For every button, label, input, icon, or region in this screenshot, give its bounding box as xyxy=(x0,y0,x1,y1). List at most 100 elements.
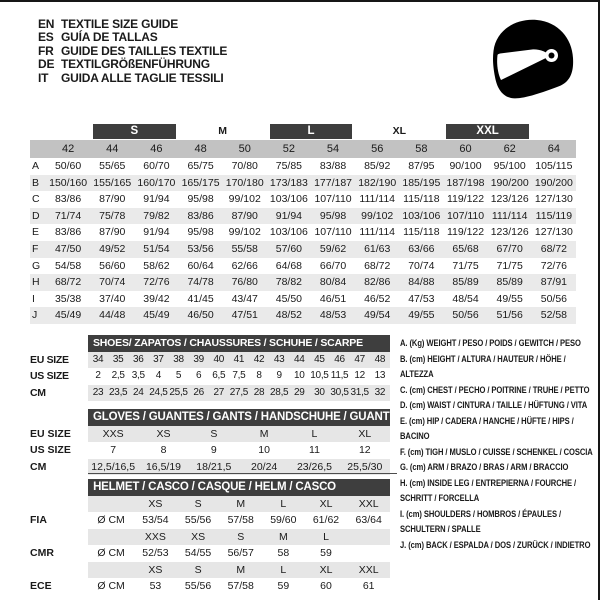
size-value: 11 xyxy=(309,444,320,457)
measure-value: 46/52 xyxy=(364,292,391,305)
measure-value: 99/102 xyxy=(228,193,261,206)
size-value: 36 xyxy=(128,352,149,369)
size-value: 25,5/30 xyxy=(339,458,390,476)
measure-value: 90/100 xyxy=(449,160,482,172)
helmet-size-label: S xyxy=(219,528,263,546)
measure-value: 46/51 xyxy=(319,292,347,305)
size-value: 6 xyxy=(196,370,202,382)
measure-value: 115/119 xyxy=(531,207,576,225)
size-value: 3,5 xyxy=(131,370,145,382)
measure-value: 123/126 xyxy=(490,226,529,239)
row-label: CM xyxy=(30,460,47,473)
measure-value: 71/74 xyxy=(46,207,91,225)
size-value: M xyxy=(238,426,290,443)
helmet-size-table: HELMET / CASCO / CASQUE / HELM / CASCO XS… xyxy=(30,479,390,594)
measure-value: 44/48 xyxy=(90,307,135,324)
lang-line-fr: FR GUIDE DES TAILLES TEXTILE xyxy=(38,43,227,58)
measure-value: 160/170 xyxy=(134,174,179,192)
size-value: 10 xyxy=(258,444,270,457)
measure-value: 58/62 xyxy=(143,259,170,272)
measure-value: 78/82 xyxy=(266,274,311,291)
measure-value: 173/183 xyxy=(266,174,311,192)
gloves-table-title: GLOVES / GUANTES / GANTS / HANDSCHUHE / … xyxy=(88,409,390,426)
sizes-prefix-spacer xyxy=(88,528,135,546)
measure-value: 190/200 xyxy=(531,174,576,192)
legend-item-a: A. (Kg) WEIGHT / PESO / POIDS / GEWITCH … xyxy=(400,338,581,349)
measure-row-B: B 150/160 155/165 160/170 165/175 170/180 173/… xyxy=(30,174,576,192)
measure-value: 103/106 xyxy=(269,226,308,239)
size-value: 5 xyxy=(175,370,182,382)
measure-value: 83/86 xyxy=(54,226,82,239)
measure-value: 107/110 xyxy=(443,207,488,225)
measure-value: 66/70 xyxy=(319,259,347,272)
size-value: 29 xyxy=(289,384,310,402)
size-value: 37 xyxy=(148,352,169,369)
measure-row-letter: G xyxy=(32,259,41,272)
size-value: 44 xyxy=(289,352,310,369)
measure-value: 95/100 xyxy=(493,160,526,172)
lang-line-es: ES GUÍA DE TALLAS xyxy=(38,30,227,44)
measure-value: 87/91 xyxy=(531,274,576,291)
section-divider-line xyxy=(88,473,397,474)
helmet-size-value: 57/58 xyxy=(227,580,254,593)
measure-value: 87/90 xyxy=(99,226,126,239)
size-value: 30,5 xyxy=(329,384,350,402)
helmet-header-row: HELMET / CASCO / CASQUE / HELM / CASCO xyxy=(30,479,390,496)
size-number: 42 xyxy=(46,140,91,158)
measure-value: 61/63 xyxy=(355,240,400,258)
helmet-size-value: 53/54 xyxy=(142,514,169,527)
lang-code: FR xyxy=(38,43,54,58)
size-value: 40 xyxy=(208,352,229,369)
size-value: 12 xyxy=(358,444,371,457)
size-group-xxl: XXL xyxy=(443,123,532,140)
measure-value: 60/64 xyxy=(187,259,214,272)
helmet-sizes-row-fia: XS S M L XL XXL xyxy=(30,496,390,513)
measure-value: 99/102 xyxy=(355,207,400,225)
helmet-size-value: 56/57 xyxy=(227,547,254,560)
measure-value: 91/94 xyxy=(266,207,311,225)
helmet-size-value: 55/56 xyxy=(184,580,212,593)
size-value: 25,5 xyxy=(168,384,189,402)
size-value: 2,5 xyxy=(111,370,125,382)
shoes-table-header-row: SHOES/ ZAPATOS / CHAUSSURES / SCHUHE / S… xyxy=(30,335,391,352)
measure-value: 68/72 xyxy=(531,240,576,258)
racing-helmet-icon xyxy=(493,19,574,99)
measure-value: 95/98 xyxy=(187,226,214,239)
group-spacer xyxy=(30,123,91,140)
size-value: 43 xyxy=(269,352,290,369)
row-label: US SIZE xyxy=(30,370,69,383)
size-number: 46 xyxy=(134,140,179,158)
size-value: 46 xyxy=(329,352,350,369)
size-value: 23 xyxy=(88,384,109,402)
size-value: 41 xyxy=(228,352,249,369)
measure-value: 45/50 xyxy=(275,292,303,305)
measure-value: 123/126 xyxy=(490,193,529,206)
measure-row-I: I 35/38 37/40 39/42 41/45 43/47 45/50 46/51 46/5… xyxy=(30,291,576,308)
measure-value: 47/53 xyxy=(408,292,435,305)
measure-value: 56/60 xyxy=(99,259,126,272)
helmet-values-row-fia: FIA Ø CM 53/54 55/56 57/58 59/60 61/62 63/64 xyxy=(30,512,390,528)
measure-row-F: F 47/50 49/52 51/54 53/56 55/58 57/60 59/62 61/6… xyxy=(30,240,576,258)
measure-value: 46/50 xyxy=(178,307,223,324)
size-number: 48 xyxy=(178,140,223,158)
standard-label: ECE xyxy=(30,580,52,593)
measure-value: 85/92 xyxy=(364,160,391,172)
helmet-size-value: 61 xyxy=(362,580,375,593)
size-value: 9 xyxy=(210,444,217,457)
standard-label: FIA xyxy=(30,514,47,527)
measure-row-letter: C xyxy=(32,193,40,206)
measure-value: 80/84 xyxy=(310,274,356,291)
legend-item-i: I. (cm) SHOULDERS / HOMBROS / ÉPAULES / … xyxy=(400,508,562,536)
size-value: 38 xyxy=(168,352,189,369)
measure-value: 190/200 xyxy=(487,174,532,192)
measure-value: 85/89 xyxy=(487,274,532,291)
textile-size-table: S M L XL XXL 42 44 46 48 50 52 54 56 58 60 62 64 A 50/60 55… xyxy=(30,123,576,324)
helmet-size-label: L xyxy=(304,528,348,546)
measure-value: 95/98 xyxy=(310,207,356,225)
size-group-s: S xyxy=(90,123,179,140)
measure-value: 60/70 xyxy=(143,160,170,172)
size-value: 16,5/19 xyxy=(138,458,189,476)
sizes-prefix-spacer xyxy=(88,496,135,513)
size-number: 56 xyxy=(355,140,400,158)
measure-value: 48/54 xyxy=(452,292,479,305)
